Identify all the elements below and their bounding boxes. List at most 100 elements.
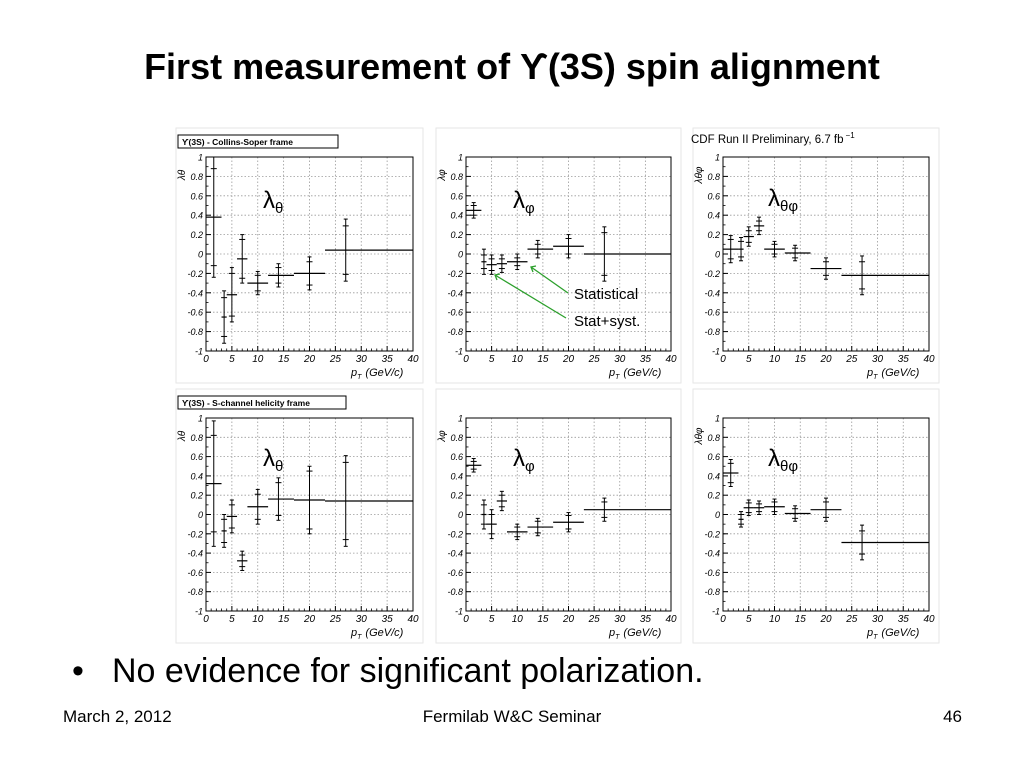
x-tick-label: 25 — [845, 614, 858, 625]
data-point — [764, 498, 785, 515]
y-axis-title: λθ — [177, 430, 188, 442]
y-axis-title: λφ — [437, 430, 448, 443]
y-tick-label: 0.6 — [190, 191, 203, 201]
x-tick-label: 5 — [746, 614, 752, 625]
data-point — [753, 216, 765, 236]
x-tick-label: 10 — [252, 614, 264, 625]
x-tick-label: 0 — [203, 354, 209, 365]
y-tick-label: -0.2 — [187, 269, 203, 279]
bullet-dot: • — [72, 652, 84, 690]
y-tick-label: -0.6 — [704, 308, 720, 318]
data-point — [527, 239, 554, 259]
x-tick-label: 0 — [463, 354, 469, 365]
x-tick-label: 0 — [720, 354, 726, 365]
x-tick-label: 5 — [229, 614, 235, 625]
data-point — [753, 500, 765, 515]
x-tick-label: 20 — [819, 614, 832, 625]
x-tick-label: 0 — [203, 614, 209, 625]
y-tick-label: -1 — [195, 347, 203, 357]
y-tick-label: -0.4 — [447, 288, 463, 298]
y-tick-label: 0.2 — [450, 491, 463, 501]
preliminary-label: CDF Run II Preliminary, 6.7 fb −1 — [691, 131, 855, 146]
data-point — [206, 420, 222, 547]
statistical-arrow-head — [530, 265, 537, 273]
data-point — [738, 511, 745, 528]
y-axis-title: λθφ — [694, 166, 705, 184]
data-point — [553, 512, 584, 533]
x-tick-label: 10 — [769, 614, 781, 625]
y-tick-label: 0.4 — [450, 471, 463, 481]
y-tick-label: -1 — [455, 347, 463, 357]
y-tick-label: -0.6 — [187, 308, 203, 318]
y-tick-label: 1 — [198, 414, 203, 424]
footer-page-number: 46 — [943, 707, 962, 726]
y-tick-label: -0.4 — [187, 549, 203, 559]
y-tick-label: -0.8 — [704, 327, 720, 337]
data-point — [466, 202, 482, 219]
data-point — [496, 490, 507, 512]
x-tick-label: 15 — [795, 354, 807, 365]
y-tick-label: -0.4 — [704, 288, 720, 298]
x-tick-label: 25 — [329, 354, 342, 365]
panel-canvas — [175, 127, 424, 384]
y-tick-label: -1 — [455, 607, 463, 617]
data-point — [784, 244, 811, 262]
x-axis-title: pT (GeV/c) — [866, 627, 920, 641]
x-tick-label: 30 — [614, 614, 626, 625]
y-tick-label: -0.8 — [447, 327, 463, 337]
data-point — [810, 497, 842, 522]
y-tick-label: 0 — [198, 250, 203, 260]
footer-venue: Fermilab W&C Seminar — [422, 707, 602, 726]
y-tick-label: 0.6 — [450, 191, 463, 201]
data-point — [226, 499, 238, 534]
y-tick-label: 0.2 — [190, 491, 203, 501]
x-tick-label: 35 — [898, 614, 910, 625]
panel-5: -1-0.8-0.6-0.4-0.200.20.40.60.810 5 10 15 20… — [435, 388, 682, 644]
panel-3: -1-0.8-0.6-0.4-0.200.20.40.60.810 5 10 15 20… — [692, 127, 940, 384]
data-point — [237, 550, 248, 571]
slide-title: First measurement of ϒ(3S) spin alignmen… — [144, 46, 880, 87]
data-point — [784, 505, 811, 522]
x-axis-title: pT (GeV/c) — [608, 367, 662, 381]
x-tick-label: 30 — [356, 614, 368, 625]
data-point — [738, 237, 745, 262]
data-point — [723, 235, 739, 264]
x-tick-label: 20 — [303, 614, 316, 625]
y-tick-label: -1 — [712, 607, 720, 617]
y-tick-label: 0.4 — [707, 471, 720, 481]
data-point — [293, 465, 326, 535]
y-axis-title: λθ — [177, 169, 188, 181]
frame-label: ϒ(3S) - S-channel helicity frame — [182, 398, 310, 408]
y-tick-label: -0.4 — [704, 549, 720, 559]
x-tick-label: 0 — [463, 614, 469, 625]
x-tick-label: 40 — [407, 614, 419, 625]
x-tick-label: 10 — [252, 354, 264, 365]
y-tick-label: -0.2 — [447, 269, 463, 279]
panel-1: -1-0.8-0.6-0.4-0.200.20.40.60.810 5 10 15 20… — [175, 127, 424, 384]
x-tick-label: 25 — [588, 614, 601, 625]
panel-lambda-label: λθφ — [768, 185, 798, 215]
y-tick-label: 0.6 — [707, 191, 720, 201]
y-tick-label: 0.8 — [707, 433, 720, 443]
y-tick-label: 0.4 — [707, 211, 720, 221]
x-tick-label: 15 — [795, 614, 807, 625]
x-tick-label: 15 — [537, 354, 549, 365]
panel-lambda-label: λθ — [263, 445, 283, 475]
y-tick-label: 0.6 — [190, 452, 203, 462]
frame-label-box — [177, 134, 339, 149]
bullet-text: No evidence for significant polarization… — [112, 652, 704, 690]
y-tick-label: -0.6 — [187, 568, 203, 578]
data-point — [268, 263, 294, 288]
x-tick-label: 10 — [512, 614, 524, 625]
data-point — [583, 226, 671, 282]
data-point — [841, 524, 929, 561]
y-tick-label: 0.2 — [707, 491, 720, 501]
y-tick-label: -0.2 — [704, 269, 720, 279]
x-tick-label: 40 — [665, 614, 677, 625]
y-tick-label: 0 — [715, 510, 720, 520]
y-axis-title: λφ — [437, 169, 448, 182]
data-point — [221, 290, 228, 344]
y-tick-label: -0.8 — [187, 587, 203, 597]
x-tick-label: 15 — [278, 614, 290, 625]
panel-canvas — [692, 127, 940, 384]
